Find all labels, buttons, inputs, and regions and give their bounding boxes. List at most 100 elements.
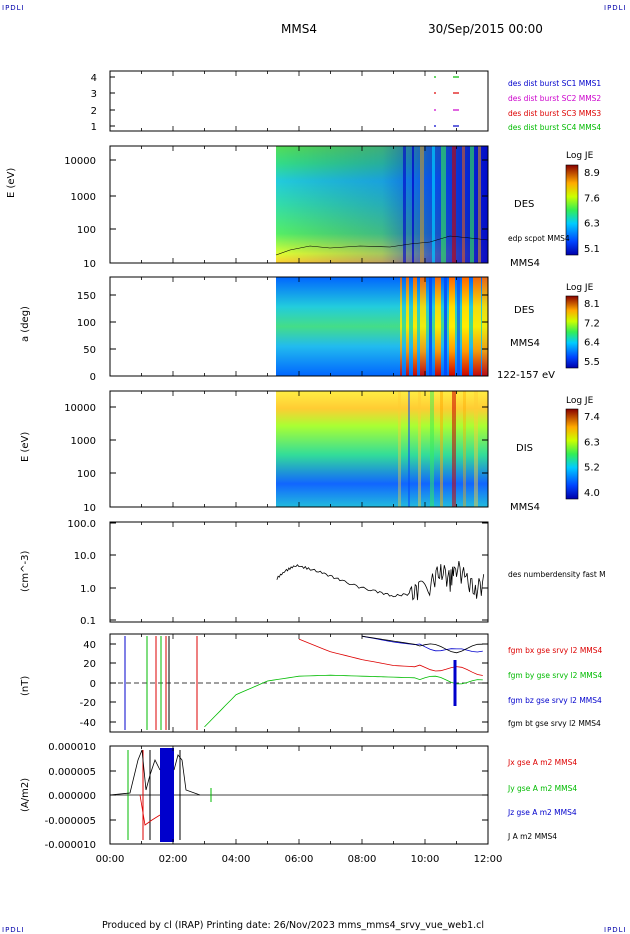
des-pitch-stripe	[462, 277, 469, 376]
ytick-des-energy-label: 1000	[71, 192, 96, 203]
ytick-current-label: -0.000005	[45, 816, 96, 827]
legend-mms3: des dist burst SC3 MMS3	[508, 109, 602, 118]
des-energy-stripe	[478, 146, 481, 263]
ytick-current-label: 0.000005	[48, 767, 96, 778]
ytick-label-availability: 2	[91, 106, 97, 117]
bt-line	[361, 635, 483, 654]
des-energy-stripe	[452, 146, 456, 263]
colorbar	[565, 408, 579, 500]
corner-label-bottom-left: IPDLI	[2, 926, 25, 934]
colorbar-tick-label: 8.1	[584, 299, 600, 310]
ytick-des-energy-label: 100	[77, 225, 96, 236]
legend-jx: Jx gse A m2 MMS4	[508, 758, 578, 767]
colorbar-tick-label: 4.0	[584, 488, 600, 499]
des-pitch-stripe	[406, 277, 409, 376]
ytick-label-availability: 3	[91, 89, 97, 100]
legend-jz: Jz gse A m2 MMS4	[508, 808, 577, 817]
dis-energy-stripe	[408, 391, 410, 507]
ytick-bfield-label: 20	[83, 659, 96, 670]
colorbar-tick-label: 7.2	[584, 318, 600, 329]
xtick-label: 10:00	[411, 854, 440, 865]
page-date: 30/Sep/2015 00:00	[428, 22, 543, 36]
des-pitch-stripe	[457, 277, 460, 376]
ytick-density-label: 0.1	[80, 616, 96, 627]
j-total-line	[109, 749, 161, 796]
corner-label-bottom-right: IPDLI	[604, 926, 627, 934]
colorbar-tick-label: 5.5	[584, 357, 600, 368]
colorbar-title-dis-energy: Log JE	[566, 396, 594, 406]
dis-energy-spectrogram	[276, 391, 488, 507]
density-line	[276, 561, 485, 601]
des-scpot-line	[275, 235, 489, 256]
ytick-des-pitch-label: 100	[77, 318, 96, 329]
ytick-bfield-label: -20	[80, 698, 96, 709]
dis-energy-stripe	[430, 391, 434, 507]
ytick-dis-energy-label: 100	[77, 469, 96, 480]
ytick-des-pitch-label: 50	[83, 345, 96, 356]
xtick-label: 04:00	[222, 854, 251, 865]
dis-energy-stripe	[418, 391, 421, 507]
des-pitch-stripe	[435, 277, 441, 376]
footer-text: Produced by cl (IRAP) Printing date: 26/…	[102, 920, 485, 931]
dis-energy-label: DIS	[516, 443, 533, 454]
ytick-density-label: 1.0	[80, 584, 96, 595]
ytick-label-availability: 4	[91, 73, 97, 84]
des-pitch-label: DES	[514, 305, 535, 316]
des-pitch-stripe	[482, 277, 488, 376]
availability-panel-frame	[109, 70, 489, 132]
ytick-bfield-label: 0	[90, 679, 96, 690]
ylabel-des-energy: E (eV)	[6, 167, 17, 198]
ytick-current-label: 0.000000	[48, 791, 96, 802]
des-pitch-stripe	[420, 277, 426, 376]
des-energy-stripe	[432, 146, 435, 263]
ytick-current-label: 0.000010	[48, 742, 96, 753]
colorbar-title-des-pitch: Log JE	[566, 283, 594, 293]
colorbar-tick-label: 6.3	[584, 437, 600, 448]
des-scpot-label: edp scpot MMS4	[508, 234, 570, 243]
corner-label-top-right: IPDLI	[604, 4, 627, 12]
colorbar-tick-label: 5.2	[584, 463, 600, 474]
legend-bt: fgm bt gse srvy l2 MMS4	[508, 719, 601, 728]
page-title: MMS4	[281, 22, 317, 36]
bx-line	[298, 638, 483, 676]
des-pitch-stripe	[449, 277, 455, 376]
ytick-des-pitch-label: 0	[90, 372, 96, 383]
ytick-label-availability: 1	[91, 122, 97, 133]
ylabel-density: (cm^-3)	[20, 550, 31, 592]
dis-energy-stripe	[463, 391, 466, 507]
des-energy-label: DES	[514, 199, 535, 210]
des-pitch-mms4-label: MMS4	[510, 338, 540, 349]
legend-jy: Jy gse A m2 MMS4	[508, 784, 578, 793]
legend-mms4: des dist burst SC4 MMS4	[508, 123, 602, 132]
ytick-density-label: 10.0	[74, 551, 96, 562]
xtick-label: 06:00	[285, 854, 314, 865]
ylabel-bfield: (nT)	[20, 675, 31, 696]
xtick-label: 02:00	[159, 854, 188, 865]
des-energy-stripe	[470, 146, 474, 263]
xtick-label: 00:00	[96, 854, 125, 865]
xtick-label: 12:00	[474, 854, 503, 865]
des-pitch-spectrogram	[276, 277, 488, 376]
colorbar-tick-label: 7.6	[584, 193, 600, 204]
legend-j: J A m2 MMS4	[508, 832, 558, 841]
ytick-dis-energy-label: 1000	[71, 436, 96, 447]
colorbar-tick-label: 5.1	[584, 244, 600, 255]
des-energy-stripe	[441, 146, 446, 263]
des-pitch-stripe	[400, 277, 402, 376]
colorbar-tick-label: 6.3	[584, 219, 600, 230]
dis-energy-stripe	[440, 391, 443, 507]
legend-mms2: des dist burst SC2 MMS2	[508, 94, 602, 103]
j-total-line-2	[173, 754, 201, 796]
ytick-des-energy-label: 10000	[64, 156, 96, 167]
des-pitch-stripe	[473, 277, 481, 376]
jx-line	[139, 794, 161, 826]
xtick-label: 08:00	[348, 854, 377, 865]
ytick-des-energy-label: 10	[83, 259, 96, 270]
legend-bz: fgm bz gse srvy l2 MMS4	[508, 696, 602, 705]
ytick-current-label: -0.000010	[45, 840, 96, 851]
colorbar	[565, 164, 579, 256]
dis-energy-stripe	[474, 391, 478, 507]
ytick-density-label: 100.0	[67, 519, 96, 530]
ytick-des-pitch-label: 150	[77, 291, 96, 302]
